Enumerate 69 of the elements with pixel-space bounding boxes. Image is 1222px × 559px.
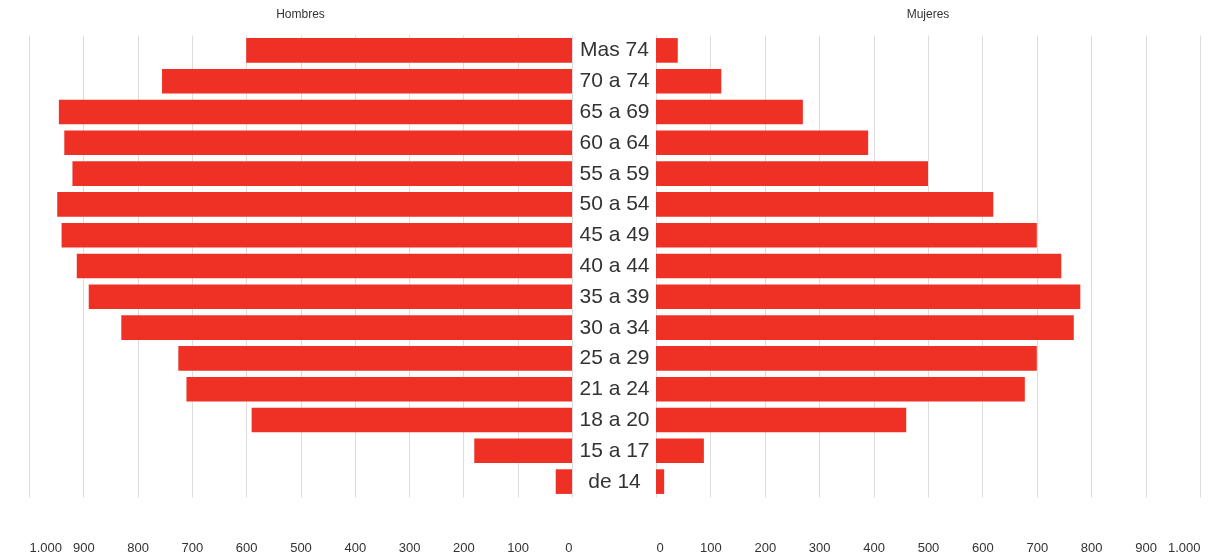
bar — [656, 376, 1025, 402]
y-tick-label: 15 a 17 — [579, 437, 650, 461]
bar — [162, 68, 572, 94]
y-tick-label: 70 a 74 — [579, 68, 650, 92]
bar — [656, 438, 704, 464]
bar — [656, 130, 869, 156]
chart-title: Mujeres — [906, 7, 950, 21]
bar — [656, 222, 1037, 248]
chart-title: Hombres — [276, 7, 325, 21]
y-tick-label: 18 a 20 — [579, 407, 650, 430]
x-tick-label: 600 — [972, 539, 994, 555]
y-tick-label: 40 a 44 — [579, 253, 650, 276]
bar — [251, 407, 572, 433]
x-tick-label: 600 — [235, 539, 258, 555]
x-tick-label: 400 — [863, 539, 885, 555]
bar — [656, 161, 928, 186]
bar — [656, 38, 678, 63]
x-tick-label: 200 — [453, 539, 475, 555]
bar — [656, 284, 1081, 310]
bar — [246, 38, 572, 63]
x-tick-label: 800 — [1080, 539, 1103, 555]
bar — [656, 407, 907, 433]
x-tick-label: 900 — [1135, 539, 1157, 555]
x-tick-label: 400 — [344, 539, 367, 555]
y-tick-label: 21 a 24 — [579, 376, 650, 400]
x-tick-label: 300 — [398, 539, 421, 555]
y-tick-label: 60 a 64 — [579, 129, 650, 153]
bar — [656, 315, 1074, 340]
bar — [555, 469, 572, 494]
y-tick-label: 65 a 69 — [579, 99, 650, 122]
y-tick-label: 50 a 54 — [579, 191, 650, 215]
bar — [656, 253, 1062, 279]
bar — [656, 469, 665, 494]
x-tick-label: 100 — [700, 539, 722, 555]
x-tick-label: 900 — [72, 539, 95, 555]
bar — [61, 222, 572, 248]
y-tick-label: 45 a 49 — [579, 222, 650, 246]
x-tick-label: 500 — [290, 539, 312, 555]
y-tick-label: 25 a 29 — [579, 345, 650, 369]
x-tick-label: 800 — [127, 539, 149, 555]
bar — [186, 376, 572, 402]
x-tick-label: 100 — [507, 539, 530, 555]
x-tick-label: 1.000 — [29, 539, 63, 555]
x-tick-label: 700 — [1026, 539, 1049, 555]
bar — [64, 130, 572, 156]
x-tick-label: 0 — [656, 539, 664, 555]
x-tick-label: 200 — [754, 539, 777, 555]
bar — [121, 315, 572, 340]
bar — [76, 253, 572, 279]
x-tick-label: 500 — [917, 539, 940, 555]
x-tick-label: 0 — [565, 539, 573, 555]
y-tick-label: 55 a 59 — [579, 160, 650, 184]
bar — [88, 284, 572, 310]
bar — [474, 438, 572, 464]
bar — [57, 192, 572, 217]
bar — [72, 161, 572, 186]
bar — [58, 99, 572, 125]
x-tick-label: 1.000 — [1167, 539, 1201, 555]
y-tick-label: Mas 74 — [580, 37, 650, 61]
bar — [656, 68, 722, 94]
y-tick-label: 35 a 39 — [579, 283, 650, 307]
x-tick-label: 300 — [808, 539, 831, 555]
bar — [656, 192, 994, 217]
x-tick-label: 700 — [181, 539, 204, 555]
bar — [656, 99, 803, 125]
bar — [656, 346, 1037, 371]
y-tick-label: 30 a 34 — [579, 314, 650, 338]
bar — [178, 346, 572, 371]
y-tick-label: de 14 — [588, 468, 642, 492]
